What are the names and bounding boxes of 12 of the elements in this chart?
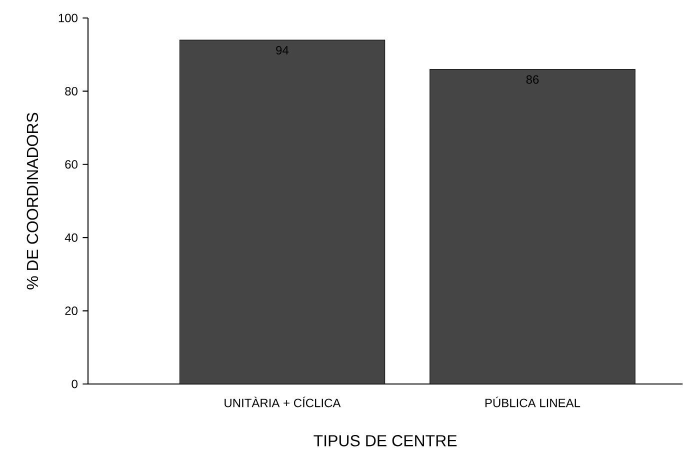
data-label: 94: [276, 46, 289, 55]
x-tick-label: UNITÀRIA + CÍCLICA: [224, 396, 341, 408]
y-tick-label: 0: [72, 380, 78, 388]
x-axis-title: TIPUS DE CENTRE: [314, 435, 457, 446]
y-tick-label: 80: [65, 86, 78, 96]
y-tick-label: 60: [65, 160, 78, 169]
data-label: 86: [526, 75, 539, 84]
y-tick-label: 20: [65, 306, 78, 316]
x-tick-label: PÚBLICA LINEAL: [485, 396, 580, 408]
y-tick-label: 100: [58, 14, 78, 22]
y-tick-label: 40: [64, 233, 78, 242]
y-axis-title: % DE COORDINADORS: [26, 112, 38, 290]
